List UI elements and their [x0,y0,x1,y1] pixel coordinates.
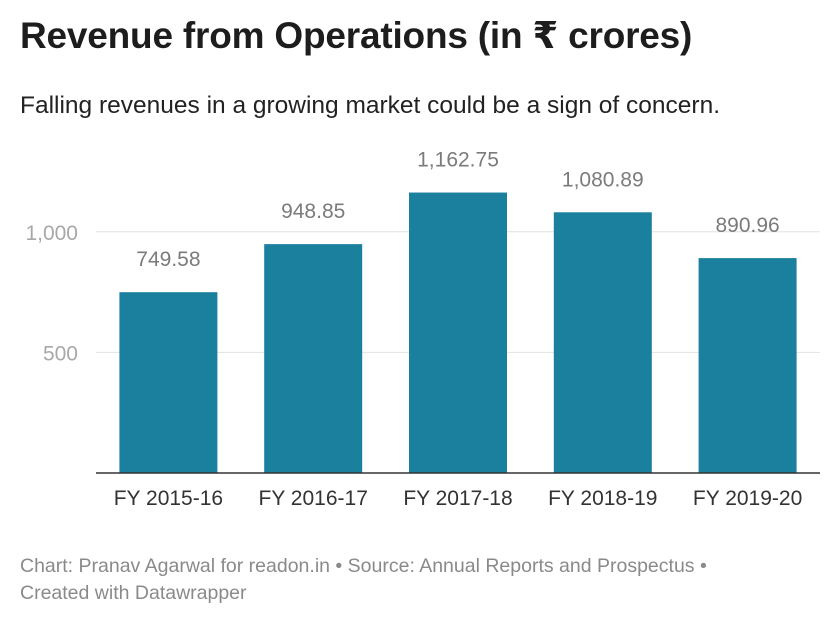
bar-value-label: 749.58 [136,248,200,271]
footer-created-with: Created with Datawrapper [20,582,247,604]
bar-chart: 500 1,000 749.58 FY 2015-16 948.85 FY 2016-17… [25,149,820,510]
chart-subtitle: Falling revenues in a growing market cou… [20,92,720,119]
bar [553,212,652,473]
x-tick-label: FY 2019-20 [693,487,802,510]
x-tick-label: FY 2018-19 [548,487,657,510]
chart-footer: Chart: Pranav Agarwal for readon.in • So… [20,553,820,607]
bar-value-label: 890.96 [715,214,779,237]
x-tick-label: FY 2015-16 [114,487,223,510]
bar [698,258,797,473]
y-tick-label: 500 [43,342,78,365]
chart-title: Revenue from Operations (in ₹ crores) [20,15,693,56]
bar [264,244,363,473]
bar [119,292,218,473]
bar-value-label: 948.85 [281,200,345,223]
x-tick-label: FY 2017-18 [403,487,512,510]
bar-value-label: 1,162.75 [417,149,499,172]
x-tick-label: FY 2016-17 [259,487,368,510]
bar-value-label: 1,080.89 [562,168,644,191]
y-tick-label: 1,000 [25,222,78,245]
bar [409,192,507,474]
footer-credit-line: Chart: Pranav Agarwal for readon.in • So… [20,555,707,577]
